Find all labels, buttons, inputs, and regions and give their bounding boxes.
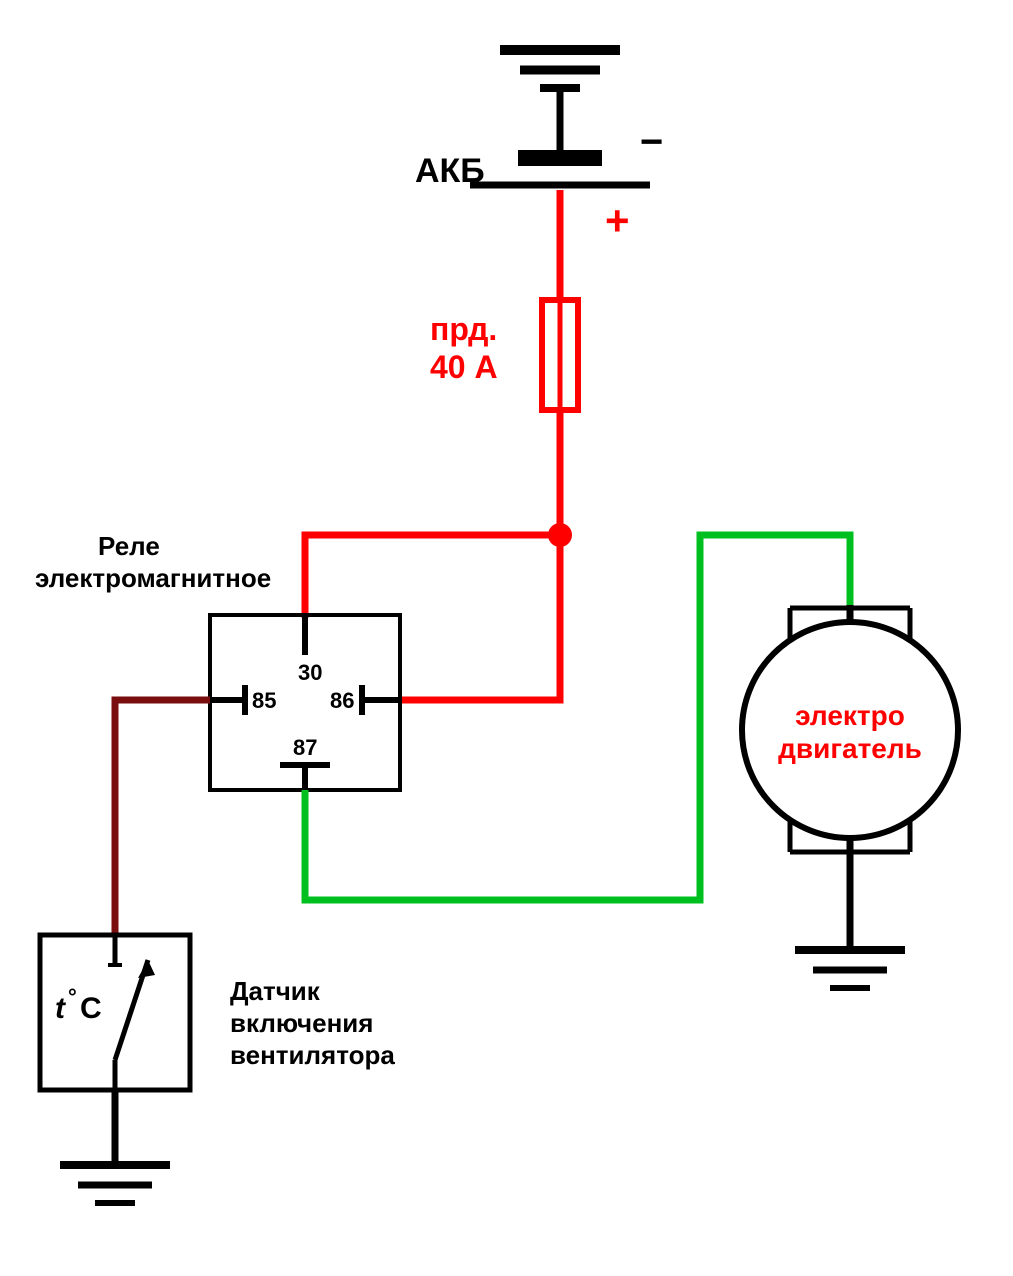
- circuit-diagram: АКБ − + прд. 40 А 30 85 86 87 Реле элект…: [0, 0, 1013, 1276]
- battery-label: АКБ: [415, 152, 485, 190]
- pin30-label: 30: [298, 660, 322, 685]
- sensor-caption-3: вентилятора: [230, 1040, 395, 1070]
- wire-junction-to-86: [400, 535, 560, 700]
- ground-motor-symbol: [795, 950, 905, 988]
- fuse-label-2: 40 А: [430, 349, 498, 385]
- plus-label: +: [605, 197, 630, 244]
- motor-label-1: электро: [795, 700, 905, 731]
- svg-text:t: t: [55, 992, 67, 1025]
- ground-sensor-symbol: [60, 1165, 170, 1203]
- fuse-label-1: прд.: [430, 311, 497, 347]
- sensor-caption-1: Датчик: [230, 976, 321, 1006]
- wire-junction-to-30: [305, 535, 560, 618]
- motor-label-2: двигатель: [778, 733, 922, 764]
- temp-symbol: t ° C: [55, 984, 102, 1025]
- pin86-label: 86: [330, 688, 354, 713]
- fuse-symbol: [542, 290, 578, 420]
- svg-text:°: °: [68, 984, 77, 1009]
- pin87-label: 87: [293, 735, 317, 760]
- ground-top-symbol: [500, 50, 620, 150]
- sensor-caption-2: включения: [230, 1008, 373, 1038]
- relay-caption-2: электромагнитное: [35, 563, 271, 593]
- relay-caption-1: Реле: [98, 531, 160, 561]
- minus-label: −: [640, 120, 663, 164]
- svg-text:C: C: [80, 992, 102, 1025]
- pin85-label: 85: [252, 688, 276, 713]
- wire-85-to-sensor: [115, 700, 210, 935]
- relay-symbol: [210, 615, 400, 790]
- battery-symbol: [470, 158, 650, 185]
